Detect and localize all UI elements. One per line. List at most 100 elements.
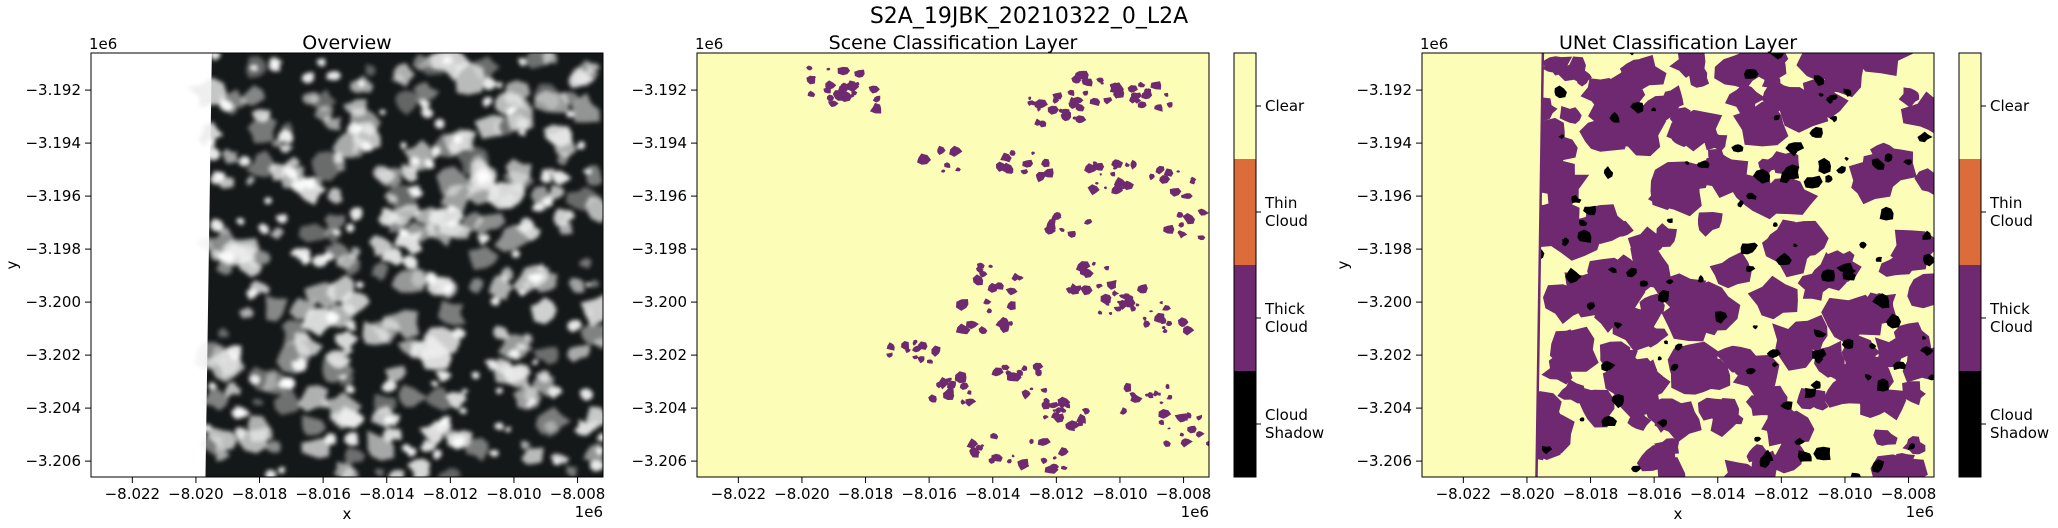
colorbar-label: Cloud	[1265, 406, 1308, 424]
x-axis-label: x	[343, 505, 352, 523]
thick-cloud-pixel	[1040, 457, 1048, 465]
thick-cloud-region	[1543, 134, 1578, 164]
thick-cloud-pixel	[1161, 326, 1166, 330]
thick-cloud-pixel	[1124, 162, 1130, 167]
cloud-shadow-region	[1698, 160, 1710, 169]
cloud-highlight	[433, 449, 442, 460]
y-offset-label: 1e6	[1420, 35, 1448, 53]
cloud-highlight	[326, 71, 342, 81]
cloud-shadow-region	[1794, 437, 1806, 445]
cloud-shadow-region	[1658, 290, 1670, 303]
thick-cloud-region	[1657, 85, 1684, 112]
cloud-highlight	[209, 53, 221, 61]
thick-cloud-region	[1833, 60, 1853, 75]
cloud-highlight	[451, 437, 465, 450]
cloud-highlight	[461, 388, 469, 394]
thick-cloud-pixel	[1176, 170, 1181, 173]
cloud-highlight	[517, 57, 527, 67]
x-tick-label: −8.014	[1690, 485, 1746, 503]
thick-cloud-pixel	[1142, 316, 1147, 321]
cloud-blob	[289, 297, 317, 320]
cloud-blob	[494, 224, 532, 252]
thick-cloud-pixel	[1100, 293, 1111, 305]
cloud-highlight	[567, 320, 583, 333]
cloud-blob	[530, 297, 557, 325]
cloud-highlight	[345, 223, 355, 233]
cloud-blob	[495, 91, 523, 117]
colorbar-label: Cloud	[1990, 212, 2033, 230]
cloud-highlight	[518, 130, 526, 136]
cloud-blob	[401, 163, 419, 183]
cloud-highlight	[452, 327, 466, 340]
figure-title: S2A_19JBK_20210322_0_L2A	[869, 4, 1189, 29]
thick-cloud-pixel	[1069, 96, 1077, 105]
thick-cloud-pixel	[1005, 287, 1018, 296]
y-axis-label: y	[1334, 260, 1352, 269]
thick-cloud-pixel	[1058, 227, 1065, 232]
cloud-shadow-region	[1922, 253, 1934, 267]
y-tick-label: −3.196	[1356, 187, 1412, 205]
cloud-highlight	[484, 359, 498, 371]
cloud-highlight	[482, 97, 493, 108]
cloud-blob	[391, 270, 426, 293]
thick-cloud-pixel	[1038, 120, 1047, 128]
thick-cloud-pixel	[886, 342, 895, 351]
cloud-shadow-region	[1541, 445, 1553, 455]
cloud-blob	[445, 392, 467, 410]
cloud-highlight	[488, 450, 499, 457]
cloud-shadow-region	[1697, 275, 1704, 283]
cloud-shadow-region	[1812, 348, 1827, 360]
thick-cloud-pixel	[1163, 168, 1174, 177]
cloud-shadow-region	[1864, 374, 1872, 381]
thick-cloud-pixel	[965, 398, 977, 407]
thick-cloud-pixel	[1154, 104, 1163, 112]
thick-cloud-pixel	[1073, 285, 1082, 293]
x-tick-label: −8.016	[1626, 485, 1682, 503]
thick-cloud-pixel	[1162, 305, 1171, 311]
thick-cloud-region	[1605, 347, 1638, 375]
cloud-blob	[585, 196, 603, 224]
cloud-shadow-region	[1836, 165, 1846, 174]
cloud-blob	[580, 295, 603, 328]
cloud-blob	[521, 447, 544, 465]
cloud-blob	[187, 77, 227, 107]
cloud-highlight	[548, 385, 563, 399]
thick-cloud-pixel	[1060, 407, 1067, 413]
thick-cloud-pixel	[960, 399, 966, 405]
cloud-highlight	[430, 146, 441, 160]
thick-cloud-pixel	[1166, 320, 1173, 326]
colorbar-label: Cloud	[1990, 318, 2033, 336]
thick-cloud-pixel	[1119, 294, 1125, 299]
thick-cloud-pixel	[1166, 102, 1173, 108]
thick-cloud-pixel	[1145, 393, 1149, 397]
thick-cloud-pixel	[1005, 321, 1014, 326]
thick-cloud-pixel	[1099, 173, 1102, 176]
cloud-blob	[521, 440, 532, 450]
colorbar-label: Shadow	[1990, 424, 2049, 442]
thick-cloud-pixel	[1163, 224, 1175, 234]
thick-cloud-pixel	[1047, 105, 1059, 115]
colorbar-segment	[1234, 159, 1256, 265]
cloud-shadow-region	[1753, 168, 1771, 184]
thick-cloud-region	[1874, 335, 1914, 368]
cloud-blob	[543, 420, 561, 438]
thick-cloud-pixel	[1151, 175, 1155, 178]
thick-cloud-pixel	[1000, 152, 1012, 163]
thick-cloud-pixel	[1140, 286, 1147, 294]
y-tick-label: −3.202	[631, 346, 687, 364]
thick-cloud-pixel	[854, 69, 865, 78]
cloud-blob	[590, 279, 600, 288]
thick-cloud-pixel	[1032, 362, 1044, 372]
thick-cloud-region	[1745, 392, 1779, 416]
thick-cloud-pixel	[1182, 213, 1195, 225]
cloud-highlight	[205, 139, 216, 148]
thick-cloud-region	[1573, 387, 1595, 407]
cloud-shadow-region	[1813, 329, 1827, 338]
cloud-highlight	[356, 281, 365, 289]
thick-cloud-pixel	[1044, 225, 1056, 235]
cloud-blob	[301, 437, 332, 459]
thick-cloud-pixel	[1113, 306, 1122, 312]
thick-cloud-pixel	[1036, 108, 1041, 112]
thick-cloud-pixel	[927, 359, 933, 364]
